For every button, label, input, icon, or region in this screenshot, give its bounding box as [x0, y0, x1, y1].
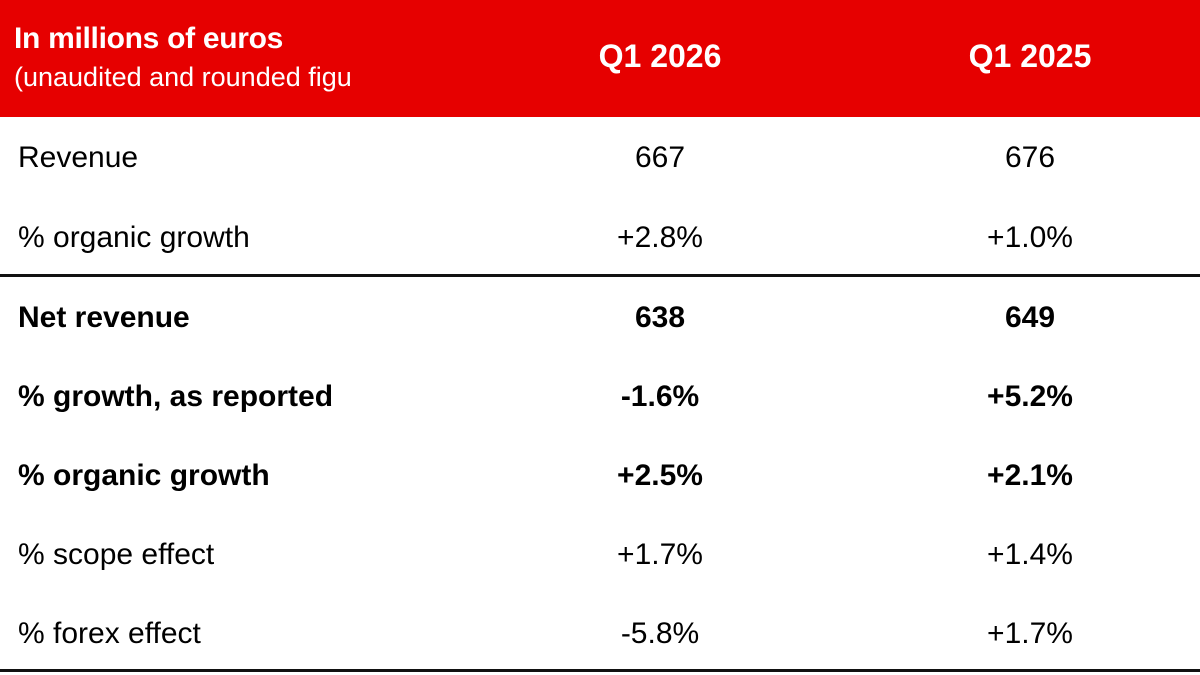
divider [0, 274, 1200, 277]
value-q1-2026: -1.6% [620, 379, 700, 413]
row-label: % organic growth [18, 220, 250, 254]
value-q1-2025: +1.7% [987, 616, 1073, 650]
value-q1-2025: +1.0% [987, 220, 1073, 254]
value-q1-2026: +2.5% [617, 458, 703, 492]
value-q1-2025: 649 [1004, 300, 1056, 334]
value-q1-2026: -5.8% [620, 616, 700, 650]
value-q1-2025: +2.1% [987, 458, 1073, 492]
row-label: Net revenue [18, 300, 190, 334]
value-q1-2026: +2.8% [617, 220, 703, 254]
row-label: % growth, as reported [18, 379, 334, 413]
table-row: % organic growth +2.8% +1.0% [0, 198, 1200, 277]
row-label: % scope effect [18, 537, 215, 571]
table-header: In millions of euros (unaudited and roun… [0, 0, 1200, 117]
bottom-divider [0, 669, 1200, 672]
table-row: % growth, as reported -1.6% +5.2% [0, 357, 1200, 436]
column-header-q1-2026: Q1 2026 [598, 38, 722, 74]
value-q1-2025: +1.4% [987, 537, 1073, 571]
row-label: % organic growth [18, 458, 270, 492]
value-q1-2026: +1.7% [617, 537, 703, 571]
column-header-q1-2025: Q1 2025 [968, 38, 1092, 74]
header-title: In millions of euros [14, 22, 284, 55]
row-label: % forex effect [18, 616, 201, 650]
table-row: % forex effect -5.8% +1.7% [0, 594, 1200, 673]
table-row: % scope effect +1.7% +1.4% [0, 515, 1200, 594]
table-row: % organic growth +2.5% +2.1% [0, 436, 1200, 515]
table-row: Net revenue 638 649 [0, 278, 1200, 357]
header-subtitle: (unaudited and rounded figu [14, 62, 352, 92]
value-q1-2026: 667 [634, 140, 686, 174]
value-q1-2025: 676 [1004, 140, 1056, 174]
row-label: Revenue [18, 140, 139, 174]
table-row: Revenue 667 676 [0, 118, 1200, 197]
value-q1-2026: 638 [634, 300, 686, 334]
value-q1-2025: +5.2% [987, 379, 1073, 413]
